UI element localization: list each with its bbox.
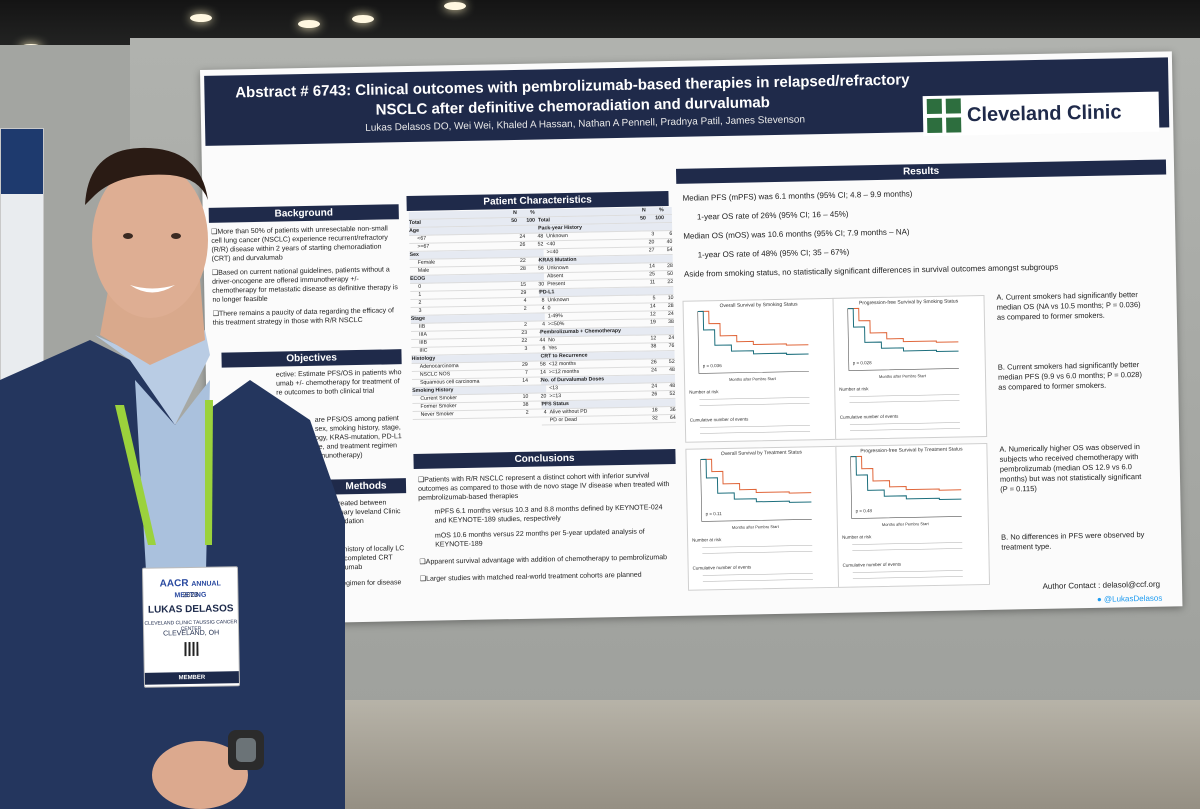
conference-badge: AACR ANNUAL MEETING 2023 LUKAS DELASOS C…	[141, 566, 241, 688]
face	[92, 162, 208, 318]
km-plot-pfs-treatment: Progression-free Survival by Treatment S…	[835, 442, 991, 588]
ceiling-light	[444, 2, 466, 10]
badge-name: LUKAS DELASOS	[147, 603, 234, 616]
x-axis-label: Months after Pembro Start	[732, 524, 780, 530]
eye	[171, 233, 181, 239]
plot-axis	[697, 311, 809, 374]
qr-code-icon	[184, 641, 199, 657]
survival-curve	[700, 458, 812, 494]
plot-axis	[847, 308, 959, 371]
events-row	[852, 576, 963, 579]
ceiling-light	[298, 20, 320, 28]
events-row	[852, 570, 963, 573]
events-row	[702, 579, 813, 582]
plot-axis	[700, 459, 812, 522]
events-row	[850, 428, 961, 431]
risk-row	[852, 548, 963, 551]
km-curve: p = 0.48 Months after Pembro Start Number …	[842, 455, 963, 579]
ceiling-light	[352, 15, 374, 23]
km-plot-pfs-smoking: Progression-free Survival by Smoking Sta…	[832, 294, 988, 440]
risk-table-label: Number at risk	[692, 537, 722, 543]
risk-row	[702, 545, 813, 548]
survival-curve	[847, 307, 959, 343]
badge-city: CLEVELAND, OH	[163, 629, 220, 638]
survival-curve	[850, 455, 962, 491]
survival-curve	[697, 310, 809, 355]
risk-row	[699, 403, 810, 406]
lanyard	[115, 405, 156, 545]
hand	[152, 741, 248, 809]
events-row	[849, 422, 960, 425]
km-curve: p = 0.028 Months after Pembro Start Number…	[839, 307, 961, 431]
p-value-label: p = 0.036	[703, 363, 722, 368]
risk-row	[849, 400, 960, 403]
survival-curve	[847, 307, 959, 353]
events-table-label: Cumulative number of events	[843, 562, 902, 568]
eye	[123, 233, 133, 239]
risk-row	[852, 542, 963, 545]
p-value-label: p = 0.48	[856, 508, 873, 513]
x-axis-label: Months after Pembro Start	[729, 376, 777, 382]
watch-face	[236, 738, 256, 762]
x-axis-label: Months after Pembro Start	[882, 521, 930, 527]
risk-table-label: Number at risk	[689, 389, 719, 395]
survival-curve	[850, 455, 962, 501]
events-row	[700, 431, 811, 434]
shirt-collar	[95, 330, 210, 425]
km-plot-os-treatment: Overall Survival by Treatment Status p =…	[685, 445, 841, 591]
p-value-label: p = 0.11	[706, 511, 723, 516]
survival-curve	[700, 458, 812, 503]
badge-type: MEMBER	[144, 671, 239, 685]
lanyard	[205, 400, 213, 545]
p-value-label: p = 0.028	[853, 360, 872, 365]
events-table-label: Cumulative number of events	[840, 414, 899, 420]
survival-curve	[697, 310, 809, 346]
ceiling-light	[190, 14, 212, 22]
x-axis-label: Months after Pembro Start	[879, 373, 927, 379]
km-curve: p = 0.11 Months after Pembro Start Number …	[692, 458, 813, 582]
risk-row	[699, 397, 810, 400]
events-row	[699, 425, 810, 428]
hair	[85, 147, 208, 205]
events-table-label: Cumulative number of events	[690, 417, 749, 423]
km-curve: p = 0.036 Months after Pembro Start Number…	[689, 310, 811, 434]
risk-row	[849, 394, 960, 397]
risk-table-label: Number at risk	[839, 386, 869, 392]
risk-table-label: Number at risk	[842, 534, 872, 540]
plot-axis	[850, 456, 962, 519]
smile	[130, 285, 175, 293]
events-row	[702, 573, 813, 576]
risk-row	[702, 551, 813, 554]
events-table-label: Cumulative number of events	[693, 564, 752, 570]
research-poster: Abstract # 6743: Clinical outcomes with …	[200, 51, 1183, 625]
km-plot-os-smoking: Overall Survival by Smoking Status p = 0…	[682, 297, 838, 443]
